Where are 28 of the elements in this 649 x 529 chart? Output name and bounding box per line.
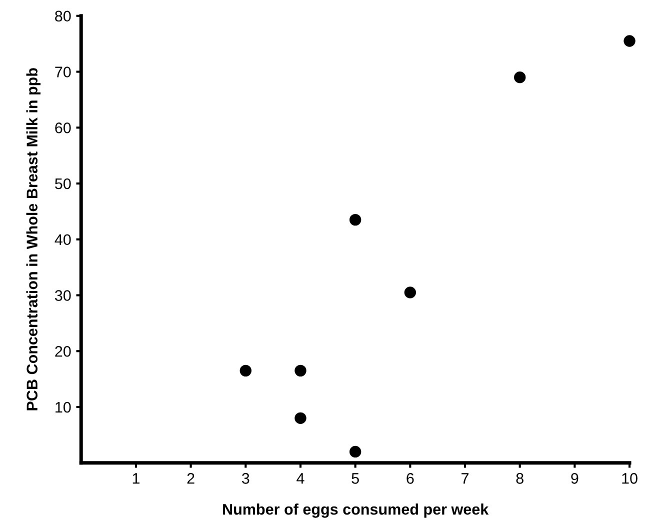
- point: [294, 412, 306, 424]
- point: [294, 364, 306, 377]
- point: [404, 286, 416, 298]
- y-tick-label: 50: [55, 178, 71, 190]
- y-tick-label: 70: [55, 66, 71, 78]
- y-tick-label: 30: [54, 290, 71, 301]
- x-axis-title: Number of eggs consumed per week: [223, 504, 489, 518]
- y-tick-label: 10: [56, 402, 71, 413]
- x-tick-label: 8: [516, 473, 524, 484]
- x-tick-label: 9: [571, 473, 578, 484]
- point: [624, 35, 636, 47]
- y-tick-label: 40: [54, 234, 71, 246]
- point: [349, 214, 362, 226]
- y-axis-title: PCB Concentration in Whole Breast Milk in ppb: [26, 68, 41, 410]
- x-tick-label: 10: [622, 473, 638, 484]
- y-tick-label: 20: [55, 346, 71, 357]
- y-tick-label: 60: [55, 122, 71, 134]
- x-tick-label: 3: [242, 473, 250, 484]
- x-tick-label: 7: [462, 473, 468, 484]
- x-tick-label: 6: [406, 473, 414, 484]
- point: [514, 71, 526, 84]
- y-tick-label: 80: [55, 10, 71, 22]
- point: [349, 446, 362, 458]
- x-tick-label: 4: [296, 473, 304, 484]
- x-tick-label: 5: [352, 473, 359, 484]
- x-tick-label: 2: [187, 473, 194, 484]
- x-tick-label: 1: [132, 473, 140, 484]
- point: [240, 364, 252, 377]
